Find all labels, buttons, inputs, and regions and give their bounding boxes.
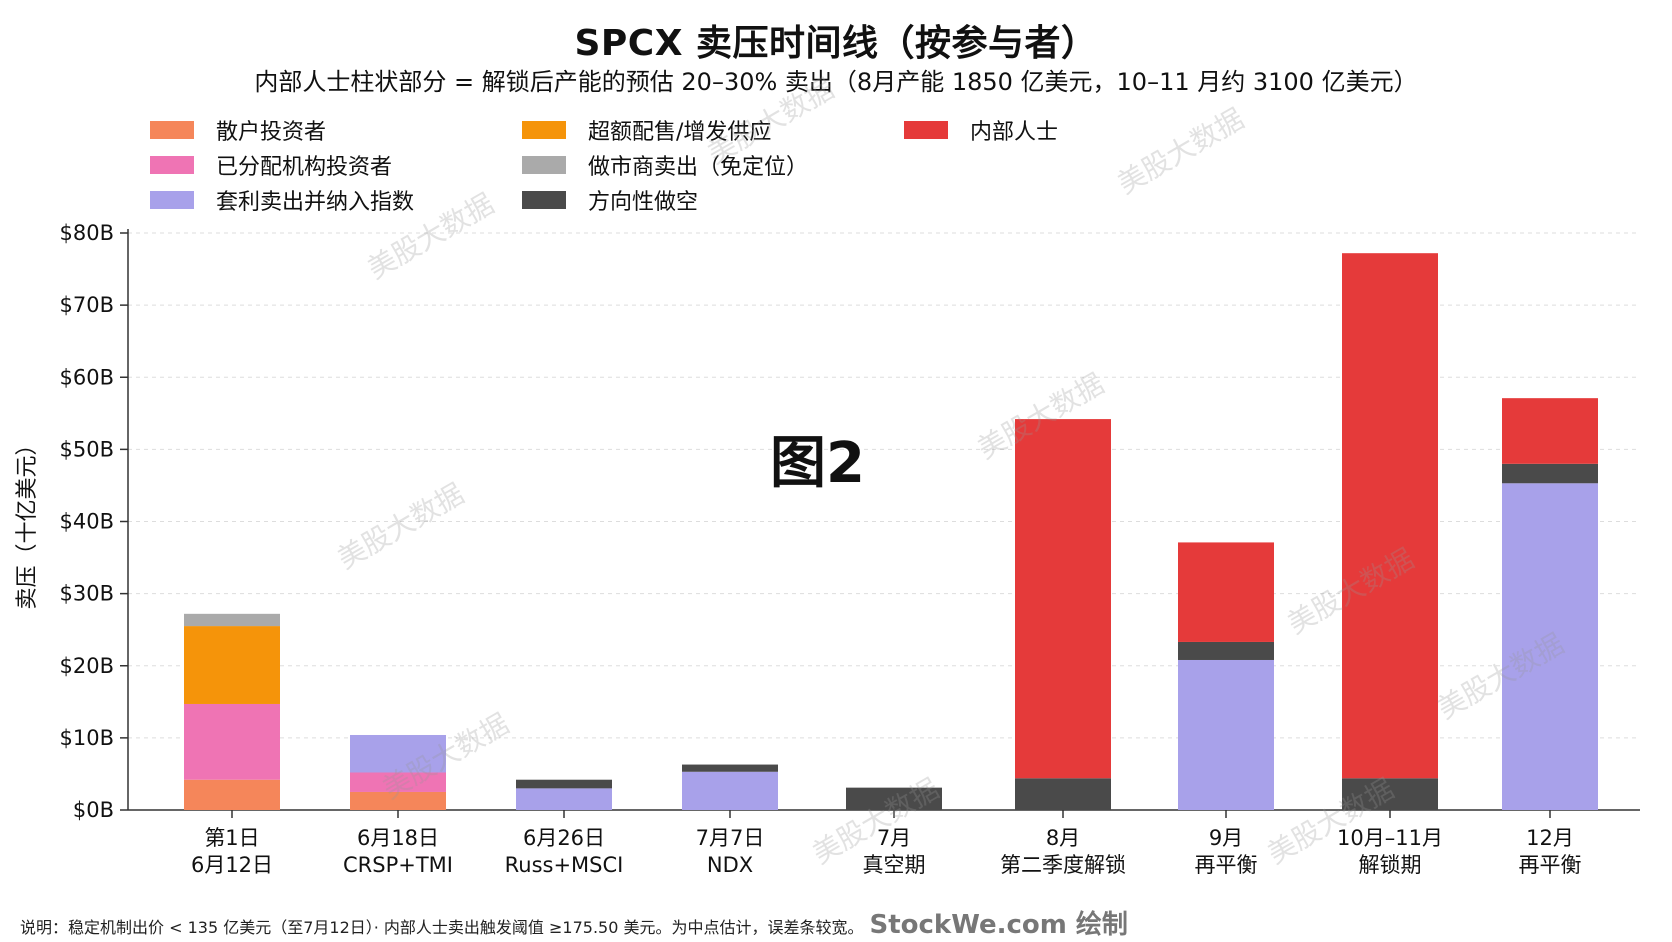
y-tick-label: $40B (60, 510, 115, 534)
bar-segment (1342, 778, 1438, 810)
bar-segment (1502, 463, 1598, 484)
bar-segment (350, 734, 446, 773)
y-tick-label: $30B (60, 582, 115, 606)
legend-swatch (904, 121, 948, 139)
bar-segment (184, 626, 280, 704)
x-tick-label: 6月12日 (191, 853, 273, 877)
bar-segment (184, 703, 280, 780)
legend-label: 超额配售/增发供应 (588, 120, 772, 145)
y-tick-label: $60B (60, 365, 115, 389)
legend-item: 超额配售/增发供应 (522, 114, 771, 146)
x-tick-label: 再平衡 (1519, 853, 1582, 877)
legend-label: 内部人士 (970, 120, 1059, 145)
x-tick-label: 真空期 (863, 853, 926, 877)
legend-item: 内部人士 (904, 114, 1058, 146)
y-tick-label: $10B (60, 726, 115, 750)
legend-item: 套利卖出并纳入指数 (150, 184, 414, 216)
x-tick-label: 6月18日 (357, 826, 439, 850)
bar-segment (1502, 398, 1598, 464)
legend-label: 散户投资者 (216, 120, 327, 145)
footnote-text: 说明：稳定机制出价 < 135 亿美元（至7月12日）· 内部人士卖出触发阈值 … (20, 918, 864, 937)
legend-swatch (150, 121, 194, 139)
legend-swatch (150, 156, 194, 174)
x-tick-label: CRSP+TMI (343, 853, 453, 877)
x-tick-label: Russ+MSCI (505, 853, 624, 877)
bar-segment (1342, 253, 1438, 779)
x-tick-label: 10月–11月 (1337, 826, 1443, 850)
x-tick-label: 6月26日 (523, 826, 605, 850)
legend-swatch (522, 121, 566, 139)
x-tick-label: 第1日 (204, 826, 259, 850)
x-tick-label: 再平衡 (1195, 853, 1258, 877)
bar-segment (516, 779, 612, 789)
x-tick-label: 9月 (1209, 826, 1243, 850)
y-tick-label: $80B (60, 221, 115, 245)
legend-label: 已分配机构投资者 (216, 155, 393, 180)
legend-item: 已分配机构投资者 (150, 149, 392, 181)
legend-item: 散户投资者 (150, 114, 326, 146)
footnote: 说明：稳定机制出价 < 135 亿美元（至7月12日）· 内部人士卖出触发阈值 … (20, 904, 1128, 941)
legend-swatch (522, 191, 566, 209)
bar-segment (350, 791, 446, 810)
legend-label: 套利卖出并纳入指数 (216, 190, 415, 215)
chart-title: SPCX 卖压时间线（按参与者） (574, 23, 1098, 64)
stacked-bar-chart: $0B $10B $20B $30B $40B $50B $60B $70B $80B 卖压（十亿… (15, 221, 1640, 877)
bar-segment (184, 613, 280, 627)
x-tick-label: 12月 (1526, 826, 1574, 850)
chart-subtitle: 内部人士柱状部分 = 解锁后产能的预估 20–30% 卖出（8月产能 1850 … (254, 68, 1418, 96)
brand-credit: StockWe.com 绘制 (869, 910, 1128, 940)
bar-segment (846, 787, 942, 810)
legend-label: 方向性做空 (588, 190, 699, 215)
x-tick-label: 8月 (1046, 826, 1080, 850)
bar-segment (1502, 483, 1598, 810)
bar-segment (350, 772, 446, 792)
legend-item: 方向性做空 (522, 184, 698, 216)
y-tick-label: $50B (60, 437, 115, 461)
figure-badge: 图2 (770, 431, 865, 496)
x-tick-label: 7月7日 (696, 826, 765, 850)
bar-segment (1178, 641, 1274, 660)
legend-swatch (522, 156, 566, 174)
legend-item: 做市商卖出（免定位） (522, 149, 808, 181)
bar-segment (184, 779, 280, 810)
bar-segment (1178, 659, 1274, 810)
bar-segment (682, 764, 778, 772)
y-tick-label: $0B (73, 798, 114, 822)
bar-segment (1015, 419, 1111, 779)
x-tick-label: 第二季度解锁 (1000, 853, 1126, 877)
legend-swatch (150, 191, 194, 209)
bar-segment (1178, 542, 1274, 642)
x-tick-label: 7月 (877, 826, 911, 850)
y-axis-label: 卖压（十亿美元） (15, 433, 40, 609)
legend-label: 做市商卖出（免定位） (588, 155, 809, 180)
y-tick-label: $70B (60, 293, 115, 317)
bar-segment (516, 788, 612, 810)
bar-segment (682, 771, 778, 810)
bar-segment (1015, 778, 1111, 810)
x-tick-label: NDX (707, 853, 753, 877)
x-tick-label: 解锁期 (1359, 853, 1422, 877)
y-tick-label: $20B (60, 654, 115, 678)
